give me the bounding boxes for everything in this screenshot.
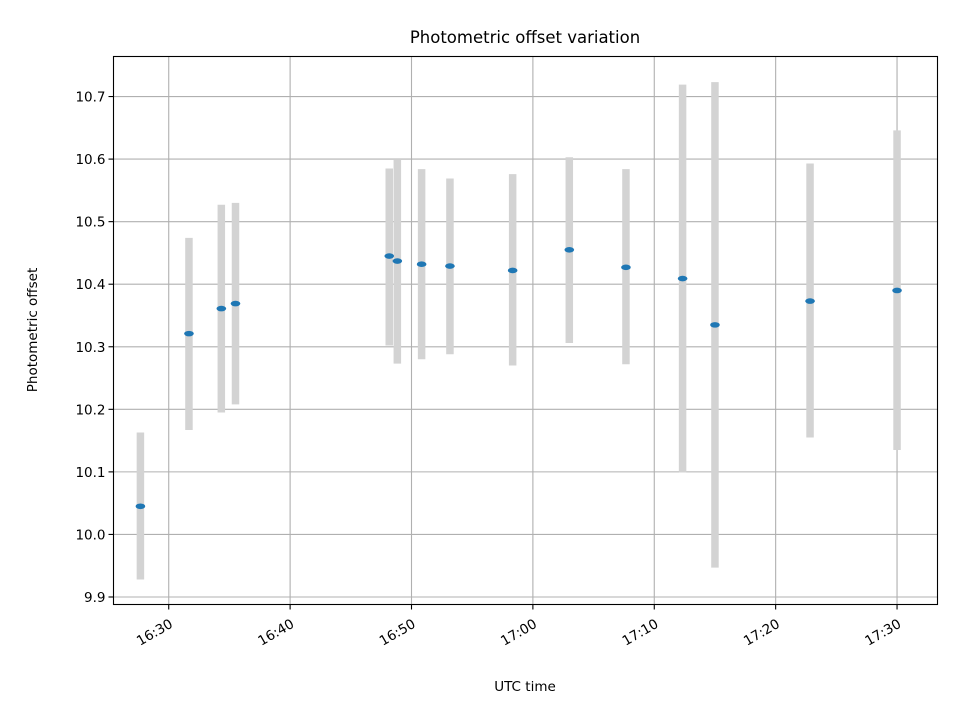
y-tick-label: 10.7: [75, 90, 105, 106]
data-point: [184, 330, 194, 337]
data-point: [892, 287, 902, 294]
y-tick-label: 10.5: [75, 215, 105, 231]
data-point: [507, 267, 518, 274]
data-point: [384, 253, 395, 259]
data-point: [416, 261, 427, 267]
error-bars: [136, 82, 901, 580]
data-point: [564, 247, 575, 253]
data-point: [677, 275, 688, 282]
y-tick-label: 10.4: [75, 277, 105, 293]
data-point: [135, 503, 146, 510]
data-points: [135, 247, 902, 510]
x-tick-label: 17:20: [741, 616, 783, 649]
x-axis: 16:30 16:40 16:50 17:00 17:10 17:20 17:30: [134, 604, 904, 649]
y-tick-label: 9.9: [84, 590, 105, 606]
data-point: [445, 263, 455, 269]
data-point: [621, 264, 631, 271]
x-tick-label: 17:00: [498, 616, 540, 649]
y-tick-label: 10.0: [75, 527, 105, 543]
y-tick-label: 10.1: [75, 465, 105, 481]
chart-title: Photometric offset variation: [410, 28, 640, 47]
x-tick-label: 16:50: [377, 616, 419, 649]
x-axis-label: UTC time: [494, 679, 556, 695]
y-axis: 9.9 10.0 10.1 10.2 10.3 10.4 10.5 10.6 10.7: [75, 90, 114, 606]
x-tick-label: 17:10: [620, 616, 662, 649]
data-point: [392, 258, 403, 264]
y-tick-label: 10.3: [75, 340, 105, 356]
data-point: [230, 300, 241, 307]
y-axis-label: Photometric offset: [25, 268, 41, 392]
x-tick-label: 17:30: [862, 616, 904, 649]
data-point: [805, 298, 815, 304]
data-point: [710, 322, 720, 328]
grid: [113, 56, 938, 605]
x-tick-label: 16:30: [134, 616, 176, 649]
y-tick-label: 10.6: [75, 152, 105, 168]
data-point: [216, 305, 227, 312]
plot-frame: [112, 55, 939, 606]
x-tick-label: 16:40: [255, 616, 297, 649]
y-tick-label: 10.2: [75, 402, 105, 418]
